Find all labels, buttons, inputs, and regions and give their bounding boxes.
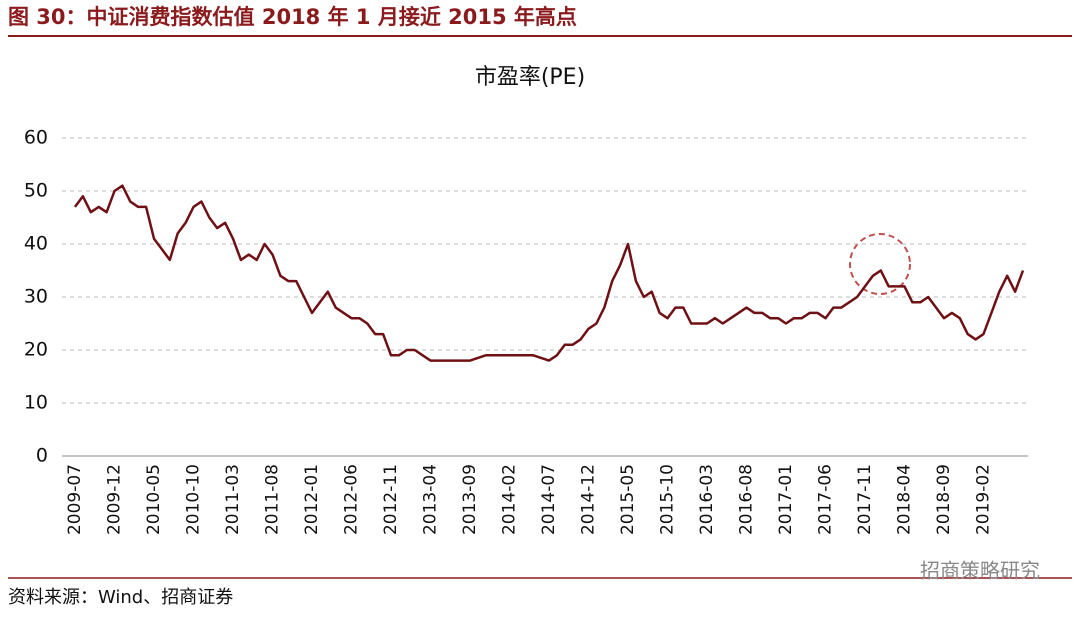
x-tick-label: 2013-09 xyxy=(460,464,480,535)
x-tick-label: 2014-07 xyxy=(539,464,559,535)
y-tick-label: 40 xyxy=(24,233,48,255)
x-tick-label: 2016-08 xyxy=(737,464,757,535)
y-tick-label: 10 xyxy=(24,392,48,414)
x-tick-label: 2015-10 xyxy=(658,464,678,535)
x-tick-label: 2018-09 xyxy=(934,464,954,535)
x-tick-label: 2017-06 xyxy=(816,464,836,535)
x-tick-label: 2014-02 xyxy=(500,464,520,535)
y-tick-label: 50 xyxy=(24,180,48,202)
x-tick-label: 2015-05 xyxy=(618,464,638,535)
x-tick-label: 2010-10 xyxy=(184,464,204,535)
x-tick-label: 2019-02 xyxy=(974,464,994,535)
chart-title: 市盈率(PE) xyxy=(475,65,585,90)
x-tick-label: 2011-08 xyxy=(263,464,283,535)
x-tick-label: 2012-11 xyxy=(381,464,401,535)
x-tick-label: 2009-07 xyxy=(65,464,85,535)
page-title: 图 30：中证消费指数估值 2018 年 1 月接近 2015 年高点 xyxy=(8,5,577,29)
y-tick-label: 30 xyxy=(24,286,48,308)
y-tick-label: 0 xyxy=(36,445,48,467)
highlight-circle xyxy=(849,233,911,295)
x-tick-label: 2012-01 xyxy=(302,464,322,535)
source: 资料来源：Wind、招商证券 xyxy=(8,587,233,608)
x-tick-label: 2017-11 xyxy=(855,464,875,535)
x-tick-label: 2017-01 xyxy=(776,464,796,535)
data-line xyxy=(73,184,1025,362)
x-tick-label: 2018-04 xyxy=(895,464,915,535)
x-tick-label: 2016-03 xyxy=(697,464,717,535)
x-tick-label: 2011-03 xyxy=(223,464,243,535)
x-tick-label: 2010-05 xyxy=(144,464,164,535)
x-tick-label: 2013-04 xyxy=(421,464,441,535)
x-tick-label: 2009-12 xyxy=(105,464,125,535)
y-tick-label: 20 xyxy=(24,339,48,361)
x-tick-label: 2014-12 xyxy=(579,464,599,535)
y-tick-label: 60 xyxy=(24,127,48,149)
watermark: 招商策略研究 xyxy=(920,559,1040,583)
x-tick-label: 2012-06 xyxy=(342,464,362,535)
